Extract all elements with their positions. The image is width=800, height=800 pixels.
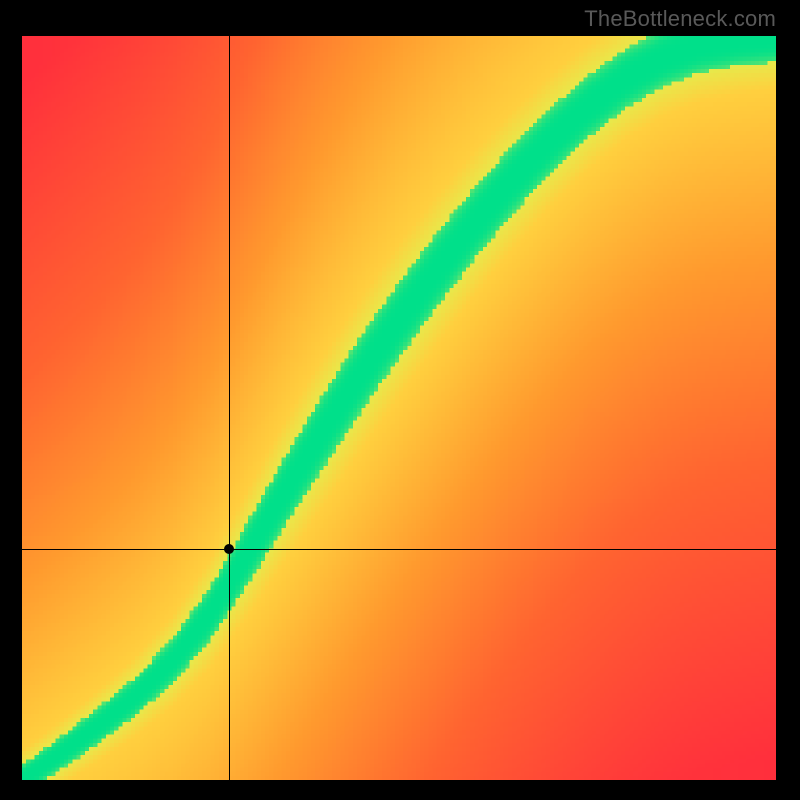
chart-container: TheBottleneck.com	[0, 0, 800, 800]
watermark-text: TheBottleneck.com	[584, 6, 776, 32]
plot-frame	[22, 36, 776, 780]
heatmap-canvas	[22, 36, 776, 780]
